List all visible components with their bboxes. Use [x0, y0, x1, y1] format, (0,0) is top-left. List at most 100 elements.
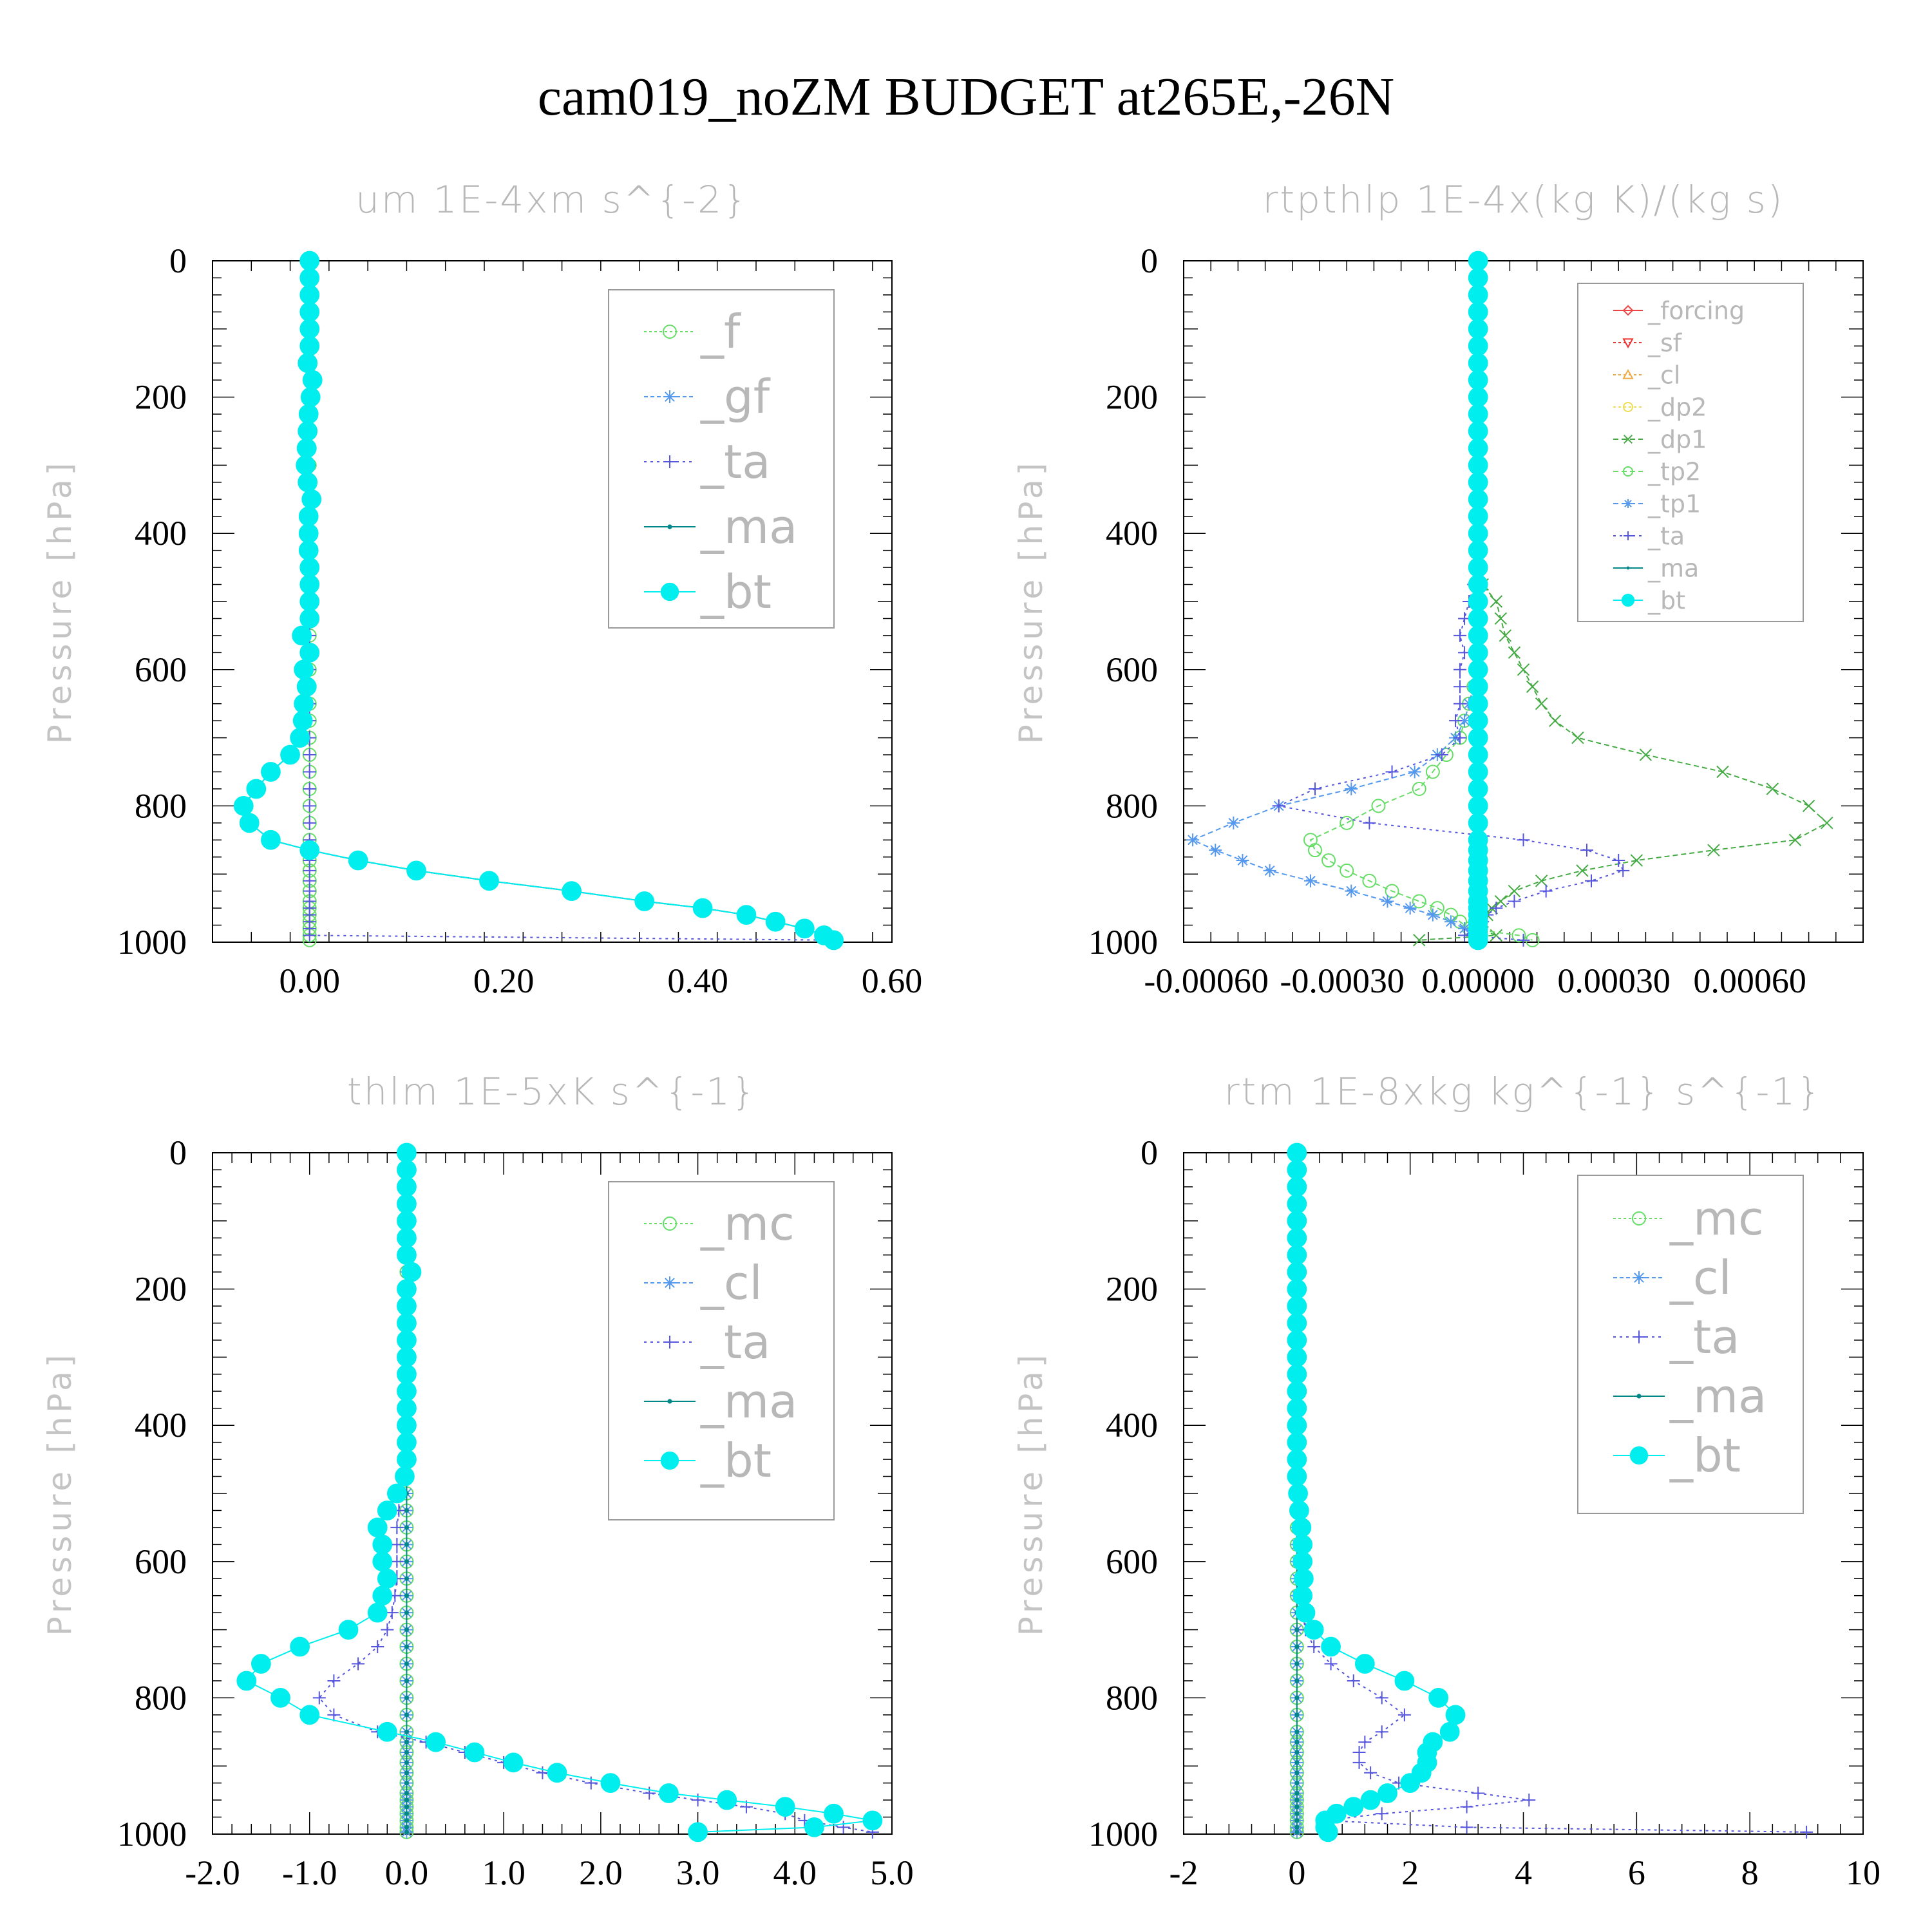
data-point: [1287, 1449, 1307, 1470]
data-point: [1468, 506, 1488, 527]
data-point: [562, 881, 582, 902]
legend-marker: [660, 1451, 679, 1470]
data-point: [1468, 540, 1488, 561]
x-tick-label: 0.20: [473, 961, 535, 1000]
data-point: [1294, 1760, 1300, 1765]
data-point: [717, 1790, 737, 1810]
y-tick-label: 400: [135, 1406, 187, 1444]
data-point: [1345, 782, 1358, 795]
y-tick-label: 1000: [117, 1815, 187, 1853]
data-point: [1766, 782, 1779, 795]
legend-marker: [663, 390, 676, 403]
data-point: [1468, 404, 1488, 424]
legend-box: [608, 1181, 835, 1520]
data-point: [1468, 472, 1488, 493]
x-tick-label: 5.0: [870, 1853, 914, 1892]
data-point: [1468, 779, 1488, 799]
data-point: [1287, 1466, 1307, 1486]
data-point: [1454, 680, 1467, 694]
data-point: [1294, 1770, 1300, 1776]
legend-entry: _dp1: [1613, 425, 1707, 453]
data-point: [1468, 625, 1488, 646]
data-point: [1287, 1313, 1307, 1333]
data-point: [404, 1661, 410, 1667]
legend-marker: [1632, 1211, 1646, 1226]
legend-entry: _forcing: [1613, 296, 1745, 325]
legend-label: _tp1: [1647, 489, 1701, 518]
legend: _f _gf _ta _ma _bt: [608, 289, 835, 629]
legend-entry: _tp2: [1613, 457, 1701, 486]
legend-entry: _bt: [644, 565, 772, 619]
data-point: [299, 574, 320, 594]
data-point: [404, 1781, 410, 1786]
data-point: [1347, 1674, 1360, 1687]
data-point: [404, 1824, 410, 1830]
x-tick-label: 0: [1288, 1853, 1305, 1892]
data-point: [404, 1790, 410, 1796]
data-point: [1358, 1736, 1372, 1749]
series-bt: [1468, 251, 1488, 951]
data-point: [1468, 557, 1488, 578]
data-point: [303, 765, 316, 779]
data-point: [1788, 833, 1802, 847]
data-point: [290, 1636, 310, 1657]
legend-entry: _mc: [1613, 1191, 1764, 1245]
x-tick-label: 0.00060: [1693, 961, 1806, 1000]
data-point: [1381, 895, 1394, 908]
data-point: [292, 625, 312, 646]
data-point: [397, 1177, 417, 1197]
data-point: [1293, 1534, 1313, 1555]
data-point: [1468, 268, 1488, 288]
data-point: [1294, 1644, 1300, 1649]
data-point: [765, 911, 786, 932]
data-point: [1468, 796, 1488, 816]
legend-entry: _gf: [644, 370, 771, 424]
panel-title: rtm 1E-8xkg kg^{-1} s^{-1}: [1224, 1070, 1823, 1113]
legend-marker: [1633, 1271, 1645, 1284]
data-point: [299, 301, 320, 322]
data-point: [1289, 1501, 1309, 1520]
data-point: [479, 871, 499, 891]
data-point: [1186, 833, 1200, 847]
data-point: [397, 1415, 417, 1435]
data-point: [294, 659, 314, 680]
data-point: [1490, 595, 1503, 608]
legend-label: _ta: [1669, 1310, 1739, 1364]
y-tick-label: 1000: [1088, 923, 1158, 961]
data-point: [397, 1193, 417, 1214]
data-point: [1707, 844, 1720, 857]
data-point: [299, 251, 320, 271]
data-point: [404, 1508, 410, 1513]
data-point: [1294, 1824, 1300, 1830]
legend-entry: _cl: [1613, 361, 1680, 389]
legend-entry: _dp2: [1613, 393, 1707, 421]
legend-entry: _ma: [1613, 1369, 1766, 1423]
x-tick-label: 0.00: [279, 961, 340, 1000]
data-point: [251, 1654, 271, 1674]
data-point: [1291, 1517, 1312, 1538]
data-point: [299, 591, 320, 612]
data-point: [536, 1766, 549, 1779]
data-point: [246, 779, 267, 799]
data-point: [236, 1671, 257, 1691]
data-point: [1287, 1347, 1307, 1367]
legend-marker: [667, 524, 672, 529]
data-point: [1378, 1783, 1397, 1803]
legend-label: _bt: [700, 565, 772, 619]
data-point: [1460, 1800, 1473, 1814]
legend-label: _cl: [700, 1256, 762, 1310]
legend-label: _bt: [700, 1434, 772, 1488]
data-point: [1468, 421, 1488, 441]
data-point: [1294, 1790, 1300, 1796]
data-point: [397, 1449, 417, 1470]
data-point: [1535, 875, 1548, 887]
legend-entry: _ta: [644, 1315, 770, 1369]
data-point: [1468, 489, 1488, 509]
data-point: [643, 1786, 656, 1800]
panel-4: rtm 1E-8xkg kg^{-1} s^{-1} Pressure [hPa]…: [1012, 1070, 1880, 1892]
data-point: [397, 1347, 417, 1367]
legend-marker: [1621, 593, 1635, 607]
data-point: [1616, 864, 1630, 877]
panel-title: rtpthlp 1E-4x(kg K)/(kg s): [1263, 178, 1785, 222]
data-point: [1425, 764, 1440, 779]
